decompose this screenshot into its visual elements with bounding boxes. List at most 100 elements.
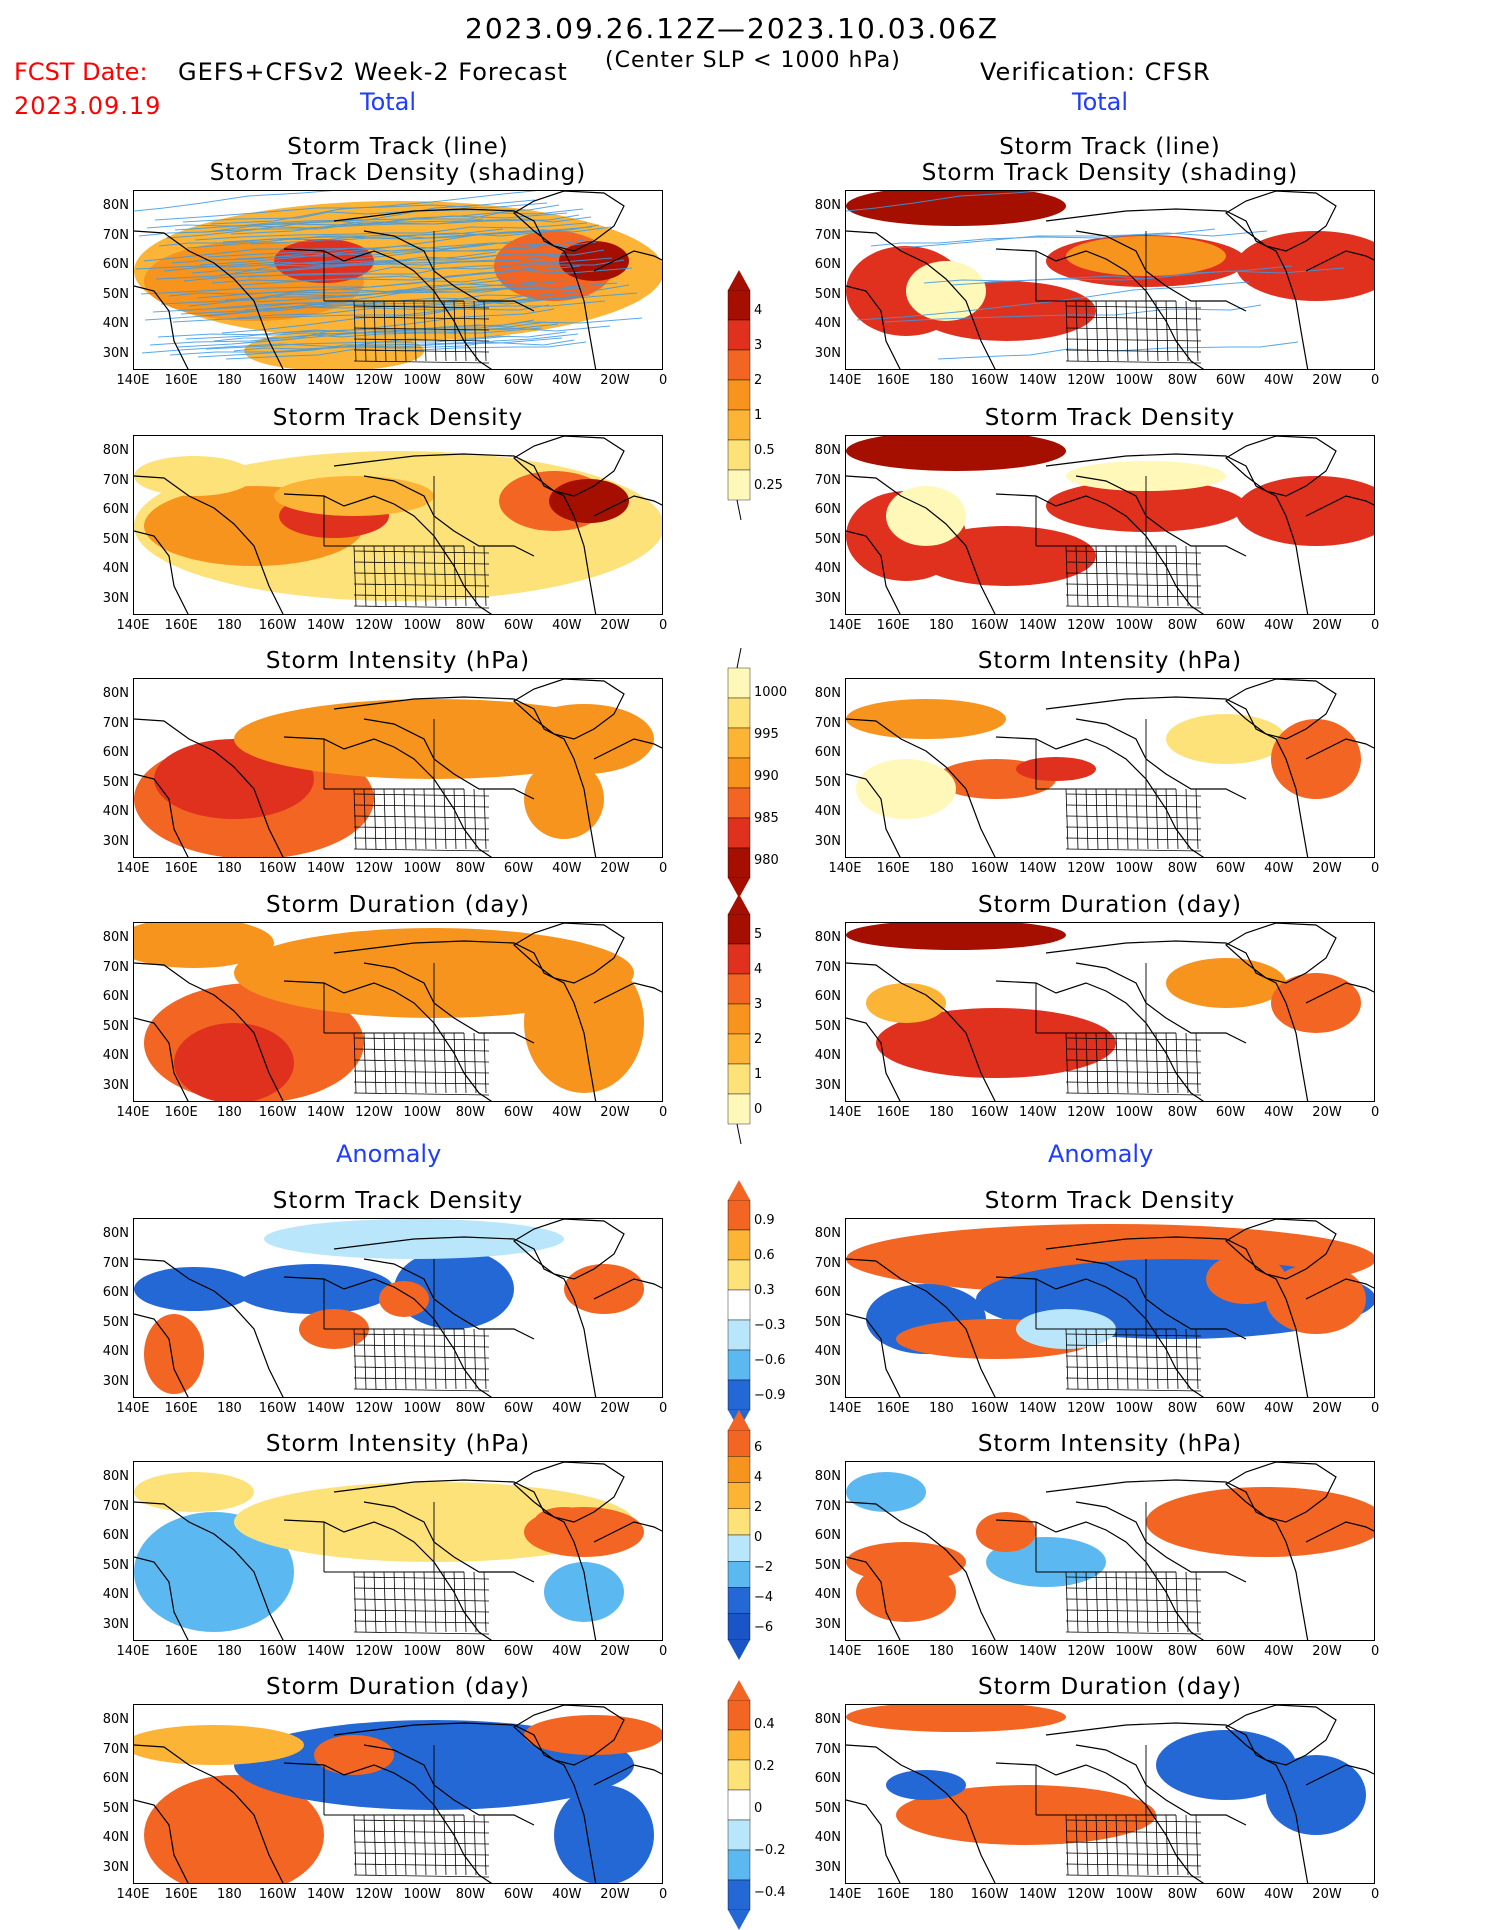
lon-label: 40W <box>552 373 582 388</box>
period-title: 2023.09.26.12Z—2023.10.03.06Z <box>465 12 1000 45</box>
fcst-date-label: FCST Date: <box>14 58 148 86</box>
lon-label: 140E <box>116 861 150 876</box>
lat-label: 30N <box>814 590 841 606</box>
lon-label: 140W <box>1018 861 1057 876</box>
total-label-left: Total <box>360 88 417 116</box>
colorbar-tick-label: −2 <box>754 1560 774 1575</box>
colorbar-tick-label: −0.9 <box>754 1388 786 1403</box>
panel-title: Storm Duration (day) <box>266 892 530 918</box>
lon-label: 60W <box>503 618 534 633</box>
colorbar-tick-label: 995 <box>754 727 779 743</box>
panel-title: Storm Intensity (hPa) <box>977 1431 1243 1457</box>
lon-label: 140E <box>828 618 862 633</box>
lon-label: 180 <box>928 618 954 633</box>
lon-label: 160W <box>970 373 1009 388</box>
lon-label: 60W <box>1215 1887 1246 1902</box>
colorbar-tick-label: 3 <box>754 338 763 353</box>
lat-label: 50N <box>814 1018 841 1034</box>
panel-title: Storm Track (line) <box>287 134 509 160</box>
lat-label: 60N <box>102 989 129 1004</box>
colorbar-tick-label: 5 <box>754 927 763 942</box>
lon-label: 20W <box>1312 618 1342 633</box>
lon-label: 80W <box>1167 861 1198 876</box>
colorbar-tick-label: −0.2 <box>754 1843 786 1859</box>
lon-label: 20W <box>600 1887 630 1902</box>
lon-label: 120W <box>1067 1644 1105 1659</box>
lat-label: 60N <box>102 745 129 760</box>
colorbar-tick-label: 0.6 <box>754 1248 775 1263</box>
lat-label: 80N <box>814 443 841 458</box>
lon-label: 140W <box>306 861 345 876</box>
colorbar-tick-label: 2 <box>754 1500 763 1515</box>
lon-label: 160E <box>876 1401 910 1416</box>
lon-label: 160W <box>258 373 297 388</box>
lon-label: 140W <box>1018 373 1057 388</box>
colorbar-tick-label: −6 <box>754 1620 774 1635</box>
lat-label: 60N <box>814 257 841 272</box>
lon-label: 80W <box>455 1644 486 1659</box>
panel-title: Storm Track Density (shading) <box>209 160 587 186</box>
lon-label: 100W <box>1115 1401 1154 1416</box>
verification-map <box>845 678 1375 858</box>
lon-label: 160W <box>970 861 1009 876</box>
lon-label: 60W <box>503 1401 534 1416</box>
verification-map <box>845 922 1375 1102</box>
lon-label: 160W <box>970 1887 1009 1902</box>
lat-label: 70N <box>814 959 841 975</box>
lon-label: 0 <box>1371 1644 1380 1659</box>
verification-map <box>845 435 1375 615</box>
lon-label: 140W <box>306 373 345 388</box>
lon-label: 40W <box>1264 373 1294 388</box>
lat-label: 40N <box>814 1048 841 1063</box>
lat-label: 30N <box>814 1859 841 1875</box>
colorbar-tick-label: 985 <box>754 811 779 827</box>
lat-label: 80N <box>102 1469 129 1484</box>
colorbar-tick-label: 2 <box>754 1032 763 1047</box>
lat-label: 40N <box>814 804 841 819</box>
lon-label: 120W <box>355 1644 393 1659</box>
lon-label: 20W <box>600 861 630 876</box>
lat-label: 70N <box>102 472 129 488</box>
verification-label: Verification: CFSR <box>980 58 1211 86</box>
lat-label: 60N <box>102 502 129 517</box>
lon-label: 0 <box>1371 618 1380 633</box>
forecast-map <box>133 1461 663 1641</box>
lat-label: 80N <box>814 930 841 945</box>
lon-label: 20W <box>1312 1887 1342 1902</box>
colorbar-tick-label: 1 <box>754 1067 763 1082</box>
lon-label: 20W <box>1312 1401 1342 1416</box>
lon-label: 60W <box>1215 1105 1246 1120</box>
panel-title: Storm Track (line) <box>999 134 1221 160</box>
verification-map <box>845 1704 1375 1884</box>
lon-label: 20W <box>600 1644 630 1659</box>
lon-label: 0 <box>1371 1105 1380 1120</box>
lon-label: 160E <box>876 373 910 388</box>
lon-label: 20W <box>1312 1644 1342 1659</box>
panel-title: Storm Duration (day) <box>266 1674 530 1700</box>
panel-title: Storm Duration (day) <box>978 892 1242 918</box>
lat-label: 60N <box>102 1285 129 1300</box>
lat-label: 80N <box>102 1226 129 1241</box>
lon-label: 140W <box>306 1887 345 1902</box>
lon-label: 140E <box>116 1105 150 1120</box>
lat-label: 50N <box>814 1314 841 1330</box>
lat-label: 30N <box>102 1859 129 1875</box>
lat-label: 70N <box>102 1255 129 1271</box>
lon-label: 80W <box>1167 618 1198 633</box>
lon-label: 160W <box>258 1401 297 1416</box>
lon-label: 160E <box>164 373 198 388</box>
lon-label: 160E <box>876 618 910 633</box>
lon-label: 160E <box>164 1105 198 1120</box>
lon-label: 60W <box>1215 618 1246 633</box>
lon-label: 140E <box>828 1105 862 1120</box>
lon-label: 80W <box>1167 1644 1198 1659</box>
lat-label: 80N <box>814 198 841 213</box>
lon-label: 180 <box>928 373 954 388</box>
lon-label: 160E <box>876 1887 910 1902</box>
lon-label: 120W <box>1067 861 1105 876</box>
lat-label: 80N <box>814 686 841 701</box>
lon-label: 140E <box>828 861 862 876</box>
lon-label: 180 <box>928 1401 954 1416</box>
lat-label: 50N <box>102 1557 129 1573</box>
lon-label: 140E <box>828 1401 862 1416</box>
